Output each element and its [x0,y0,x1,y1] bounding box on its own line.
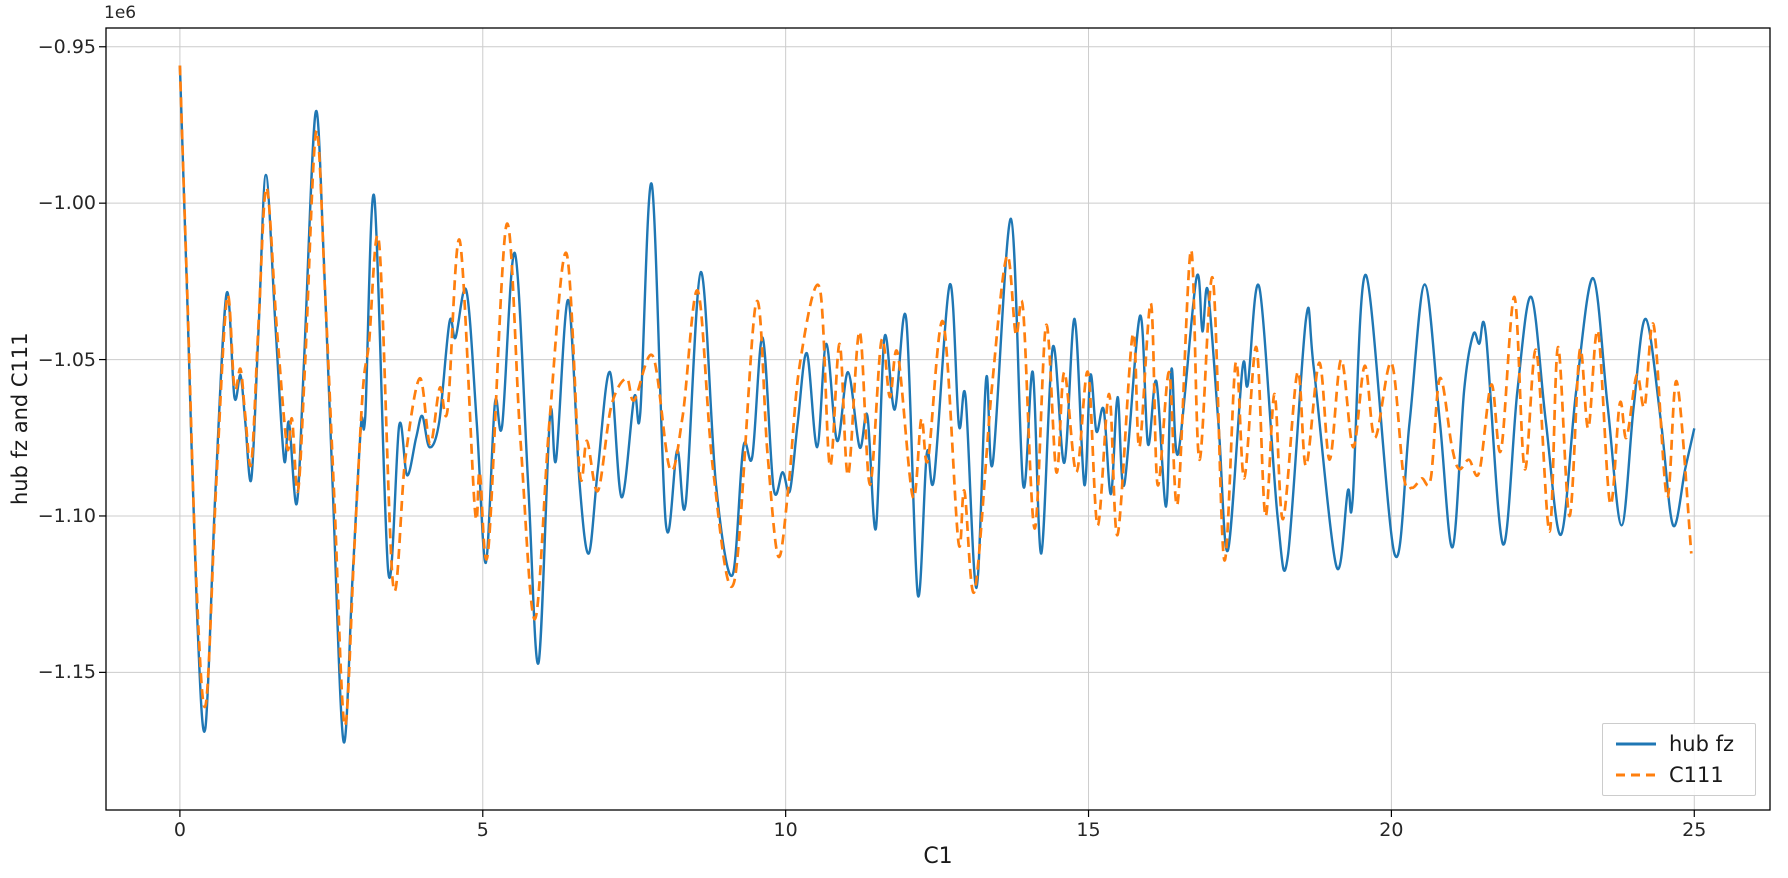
legend-label-c111: C111 [1669,762,1724,787]
axes-spines [105,27,1771,811]
c111-line [178,65,1693,727]
x-tick-label: 10 [773,819,798,841]
x-tick-label: 0 [173,819,186,841]
hub-fz-line [178,65,1696,744]
y-tick-label: −0.95 [37,35,96,58]
legend-line-dashed-icon [1616,773,1656,777]
axis-tick-marks [99,46,1695,817]
legend-item-c111: C111 [1615,763,1745,787]
legend: hub fz C111 [1602,723,1756,796]
x-tick-label: 25 [1682,819,1707,841]
x-tick-label: 5 [476,819,489,841]
x-tick-label: 15 [1076,819,1101,841]
grid-lines [106,28,1770,810]
legend-item-hub-fz: hub fz [1615,732,1745,756]
y-axis-label: hub fz and C111 [8,332,32,506]
y-tick-label: −1.00 [37,192,96,215]
y-tick-label: −1.10 [37,504,96,527]
x-axis-label: C1 [923,844,953,869]
y-tick-label: −1.05 [37,348,96,371]
y-axis-offset-label: 1e6 [104,3,137,23]
series-lines [178,65,1696,744]
legend-line-solid-icon [1616,742,1656,746]
y-tick-label: −1.15 [37,661,96,684]
legend-label-hub-fz: hub fz [1669,732,1735,757]
x-tick-label: 20 [1379,819,1404,841]
